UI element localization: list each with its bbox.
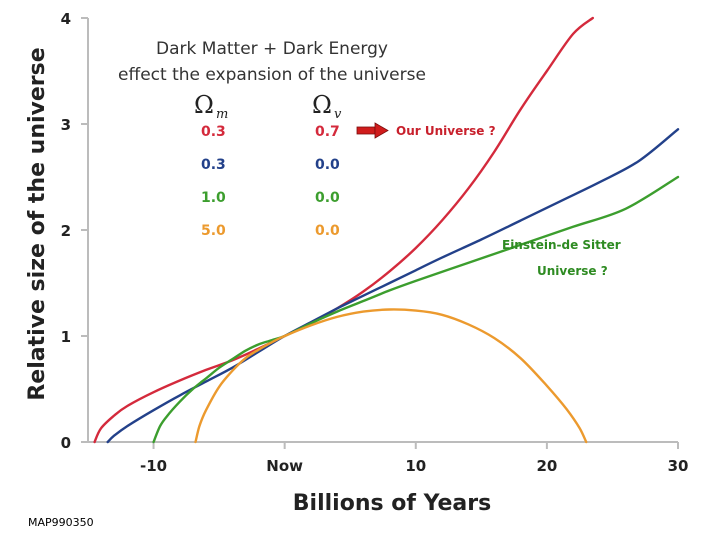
inset-title-line-2: effect the expansion of the universe [118, 65, 426, 85]
omega-table: 0.3 0.7 0.3 0.0 1.0 0.0 5.0 0.0 [201, 124, 340, 239]
x-tick-label: 10 [405, 457, 426, 475]
arrow-icon [356, 122, 389, 139]
curve-closed-universe [194, 308, 588, 444]
omega-v-symbol: Ω [312, 91, 332, 119]
annotation-our-universe: Our Universe ? [396, 124, 496, 138]
y-tick-label: 4 [61, 10, 71, 28]
y-tick-label: 1 [61, 328, 71, 346]
x-axis-title: Billions of Years [293, 491, 491, 516]
omega-m-value: 0.3 [201, 124, 226, 140]
y-axis-title: Relative size of the universe [25, 47, 50, 400]
x-tick-label: -10 [140, 457, 167, 475]
annotation-einstein-de-sitter: Einstein-de Sitter [502, 238, 621, 252]
omega-v-value: 0.0 [315, 157, 340, 173]
omega-v-value: 0.7 [315, 124, 340, 140]
y-tick-label: 3 [61, 116, 71, 134]
omega-m-subscript: m [216, 107, 228, 122]
omega-m-symbol: Ω [194, 91, 214, 119]
inset-title-line-1: Dark Matter + Dark Energy [156, 39, 388, 59]
x-tick-label: Now [266, 457, 303, 475]
y-tick-label: 0 [61, 434, 71, 452]
annotation-universe: Universe ? [537, 264, 608, 278]
image-credit: MAP990350 [28, 516, 94, 529]
x-tick-label: 30 [668, 457, 689, 475]
curve-open-universe [106, 128, 680, 444]
x-tick-label: 20 [536, 457, 557, 475]
omega-v-value: 0.0 [315, 223, 340, 239]
y-ticks: 0 1 2 3 4 [61, 10, 88, 452]
x-ticks: -10 Now 10 20 30 [140, 442, 688, 475]
omega-m-value: 1.0 [201, 190, 226, 206]
omega-m-value: 5.0 [201, 223, 226, 239]
omega-v-subscript: v [334, 107, 342, 122]
y-tick-label: 2 [61, 222, 71, 240]
omega-v-value: 0.0 [315, 190, 340, 206]
omega-m-value: 0.3 [201, 157, 226, 173]
curves [93, 16, 680, 444]
